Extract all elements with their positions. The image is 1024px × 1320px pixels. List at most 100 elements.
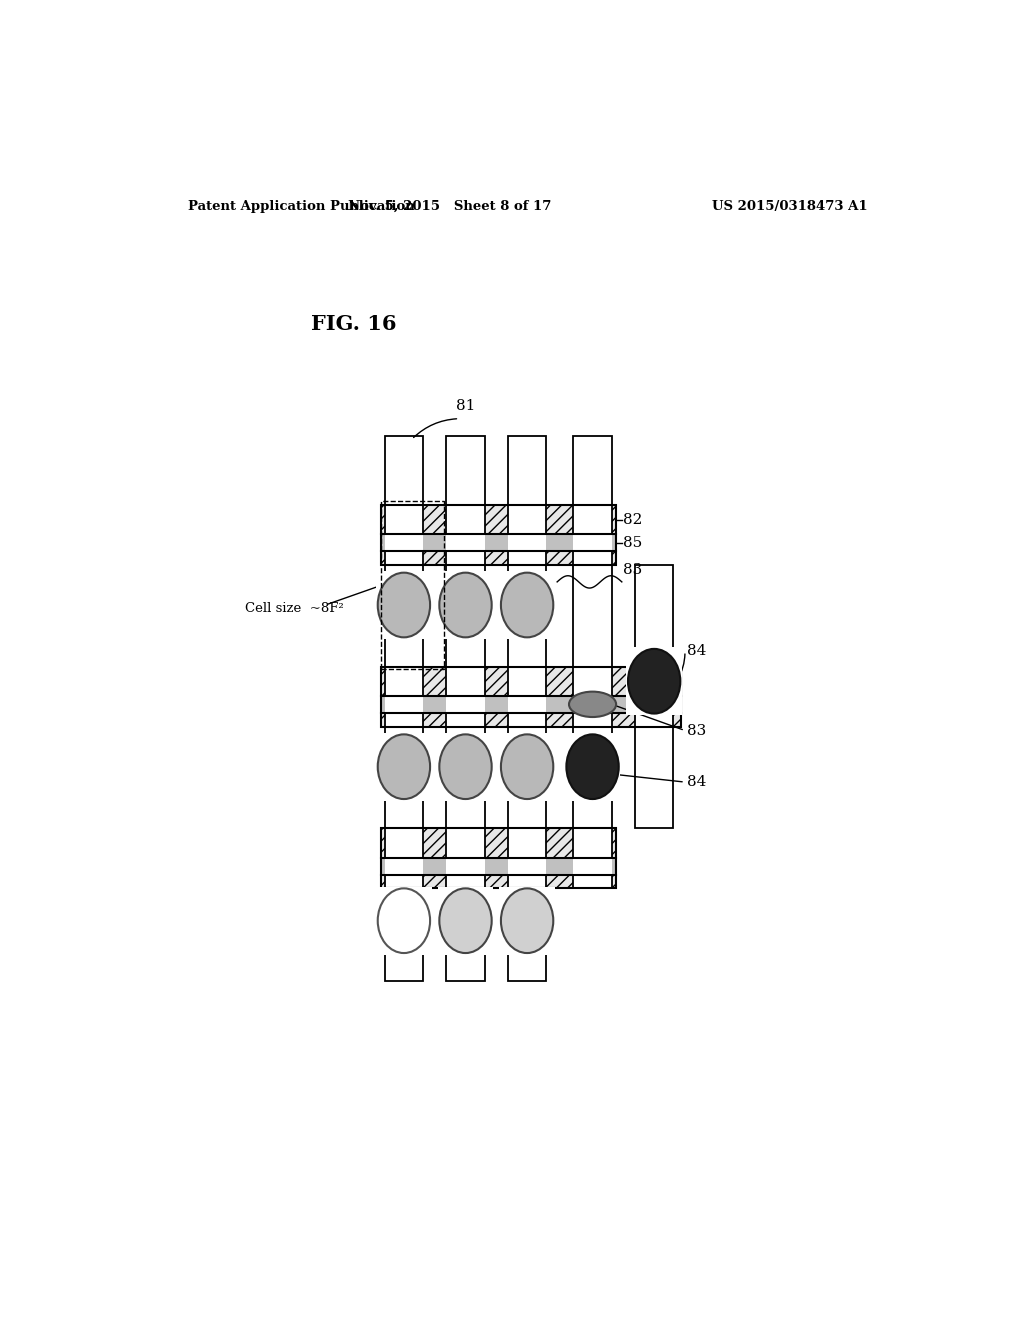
Ellipse shape [628,649,680,714]
Bar [573,696,611,713]
Bar [381,829,615,858]
Bar [385,506,423,535]
Bar [376,887,432,954]
Bar [635,696,674,713]
Bar [446,888,484,981]
Bar [508,858,547,875]
Bar [508,667,547,696]
Bar [446,875,484,888]
Bar [381,502,444,669]
Ellipse shape [569,692,616,717]
Bar [635,667,674,696]
Bar [381,535,615,552]
Bar [573,552,611,565]
Bar [381,713,681,726]
Bar [446,726,484,829]
Bar [508,829,547,858]
Bar [381,713,681,726]
Text: Cell size  ~8F²: Cell size ~8F² [245,602,343,615]
Bar [381,506,615,535]
Bar [385,875,423,888]
Bar [385,535,423,552]
Ellipse shape [566,734,618,799]
Bar [376,733,432,800]
Bar [508,535,547,552]
Ellipse shape [501,573,553,638]
Bar [500,887,555,954]
Text: 83: 83 [686,723,706,738]
Bar [376,572,432,639]
Text: 81: 81 [456,399,475,412]
Ellipse shape [501,888,553,953]
Bar [381,552,615,565]
Bar [446,506,484,535]
Bar [446,667,484,696]
Bar [508,565,547,667]
Bar [573,506,611,535]
Bar [381,858,615,875]
Bar [573,535,611,552]
Bar [635,565,674,667]
Bar [508,888,547,981]
Bar [381,667,681,696]
Bar [385,696,423,713]
Bar [635,726,674,829]
Bar [381,875,615,888]
Bar [508,552,547,565]
Bar [508,696,547,713]
Bar [385,552,423,565]
Bar [438,572,494,639]
Bar [500,572,555,639]
Bar [573,713,611,726]
Bar [438,887,494,954]
Bar [385,667,423,696]
Bar [381,696,681,713]
Bar [508,875,547,888]
Bar [385,858,423,875]
Text: US 2015/0318473 A1: US 2015/0318473 A1 [712,199,867,213]
Text: FIG. 16: FIG. 16 [310,314,396,334]
Text: 83: 83 [624,564,643,577]
Bar [385,565,423,667]
Text: 82: 82 [624,512,643,527]
Bar [381,875,615,888]
Bar [446,535,484,552]
Bar [573,875,611,888]
Bar [446,552,484,565]
Bar [573,436,611,506]
Ellipse shape [501,734,553,799]
Bar [446,436,484,506]
Ellipse shape [378,573,430,638]
Bar [381,667,681,696]
Bar [508,436,547,506]
Text: Patent Application Publication: Patent Application Publication [188,199,415,213]
Bar [508,713,547,726]
Bar [446,565,484,667]
Ellipse shape [439,888,492,953]
Bar [385,713,423,726]
Text: Nov. 5, 2015   Sheet 8 of 17: Nov. 5, 2015 Sheet 8 of 17 [348,199,552,213]
Ellipse shape [439,573,492,638]
Bar [635,713,674,726]
Bar [573,667,611,696]
Bar [573,858,611,875]
Bar [381,506,615,535]
Text: 84: 84 [686,775,706,789]
Ellipse shape [378,888,430,953]
Bar [573,726,611,829]
Bar [385,829,423,858]
Bar [565,733,621,800]
Bar [446,696,484,713]
Bar [381,829,615,858]
Ellipse shape [439,734,492,799]
Bar [385,436,423,506]
Bar [446,713,484,726]
Bar [446,829,484,858]
Bar [573,829,611,858]
Bar [508,506,547,535]
Bar [385,888,423,981]
Bar [381,829,615,888]
Bar [573,565,611,667]
Bar [438,733,494,800]
Text: 84: 84 [686,644,706,659]
